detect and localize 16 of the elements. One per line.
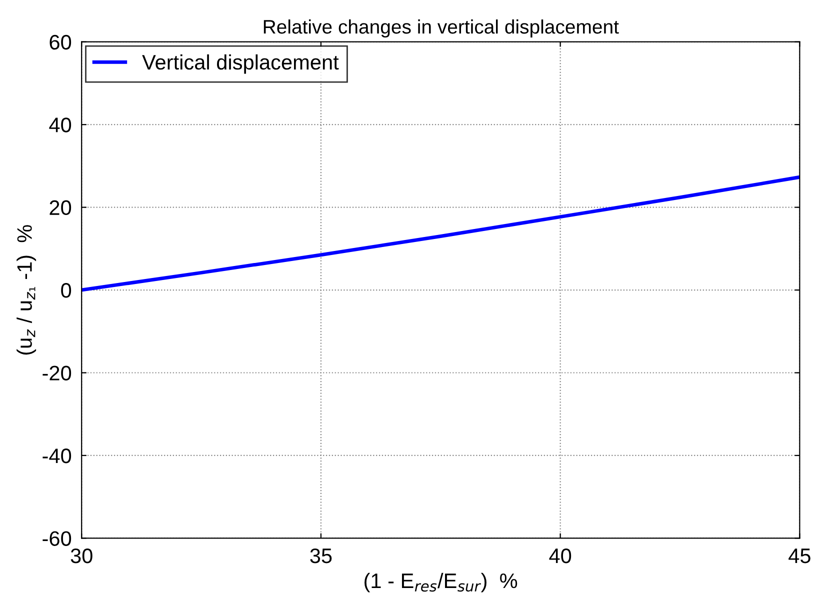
y-axis-title: (u$_{z}$ / u$_{z₁}$ -1) %: [16, 225, 36, 355]
y-tick-label: -60: [42, 531, 72, 546]
y-tick-label: -40: [42, 448, 72, 464]
x-tick-label: 30: [70, 548, 92, 564]
y-tick-label: -20: [42, 366, 72, 381]
y-tick-label: 0: [61, 283, 72, 298]
legend-label: Vertical displacement: [142, 54, 339, 74]
y-tick-label: 60: [50, 34, 72, 50]
x-tick-label: 40: [549, 548, 572, 564]
x-tick-label: 35: [310, 548, 332, 564]
x-axis-title: (1 - E$_{res}$/E$_{sur}$) %: [364, 572, 518, 592]
y-tick-label: 40: [49, 118, 72, 132]
line-series: [82, 175, 800, 292]
y-tick-label: 20: [50, 200, 72, 216]
chart-title: Relative changes in vertical displacement: [264, 19, 619, 38]
x-tick-label: 45: [788, 548, 810, 564]
